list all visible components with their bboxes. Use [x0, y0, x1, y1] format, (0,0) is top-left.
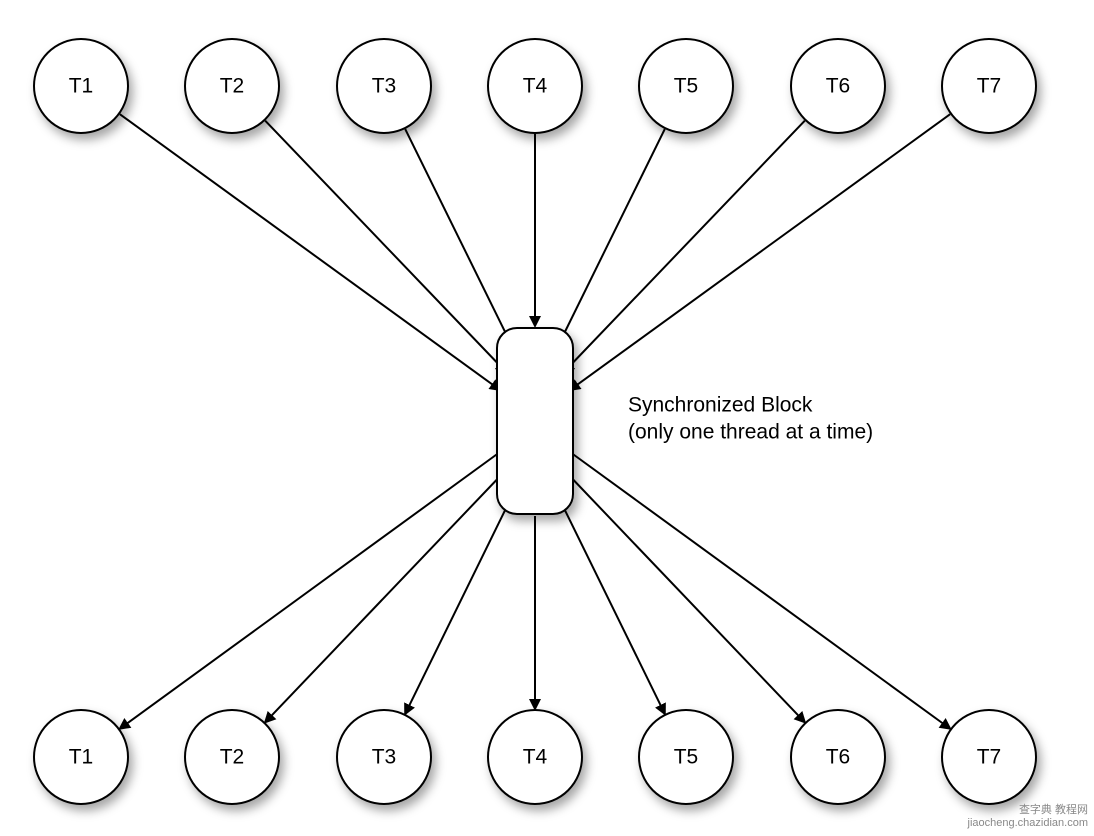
thread-label-bottom-t6: T6	[826, 746, 851, 769]
edge-in-t7	[570, 114, 950, 390]
annotation-line-1: Synchronized Block	[628, 394, 813, 417]
watermark: 查字典 教程网 jiaocheng.chazidian.com	[968, 804, 1088, 830]
edge-in-t1	[120, 114, 500, 390]
watermark-line2: jiaocheng.chazidian.com	[968, 817, 1088, 830]
thread-label-bottom-t5: T5	[674, 746, 699, 769]
thread-label-bottom-t2: T2	[220, 746, 245, 769]
edge-out-b5	[556, 492, 665, 714]
edge-out-b3	[405, 492, 514, 714]
thread-label-top-t7: T7	[977, 75, 1002, 98]
annotation-line-2: (only one thread at a time)	[628, 421, 873, 444]
edge-in-t5	[556, 129, 665, 350]
watermark-line1: 查字典 教程网	[968, 804, 1088, 817]
thread-label-bottom-t1: T1	[69, 746, 94, 769]
thread-label-bottom-t7: T7	[977, 746, 1002, 769]
diagram-canvas: T1 T2 T3 T4 T5 T6 T7 T1 T2 T3 T4 T5 T6 T7 Synchronized…	[0, 0, 1094, 836]
thread-label-top-t1: T1	[69, 75, 94, 98]
thread-label-top-t5: T5	[674, 75, 699, 98]
edge-in-t3	[405, 129, 514, 350]
thread-label-top-t6: T6	[826, 75, 851, 98]
synchronized-block	[497, 328, 573, 514]
thread-label-top-t3: T3	[372, 75, 397, 98]
thread-label-bottom-t4: T4	[523, 746, 548, 769]
edge-out-b1	[120, 452, 500, 729]
edge-out-b7	[570, 452, 950, 729]
thread-label-bottom-t3: T3	[372, 746, 397, 769]
thread-label-top-t4: T4	[523, 75, 548, 98]
thread-label-top-t2: T2	[220, 75, 245, 98]
